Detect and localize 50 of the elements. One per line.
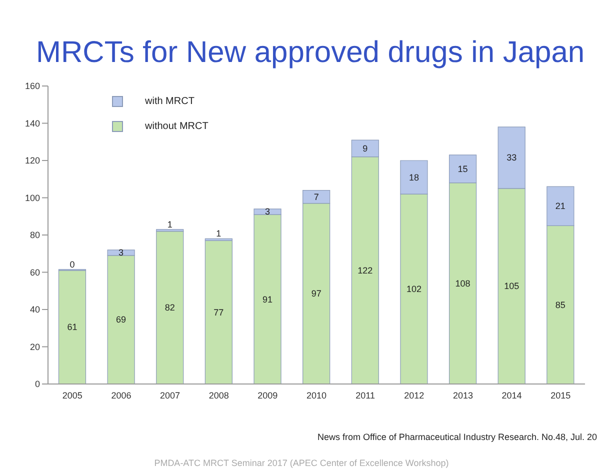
x-tick-label: 2012 bbox=[404, 390, 424, 400]
data-label: 102 bbox=[406, 284, 422, 294]
x-tick-label: 2007 bbox=[160, 390, 180, 400]
y-tick-label: 120 bbox=[24, 156, 40, 166]
data-label: 1 bbox=[167, 219, 172, 230]
legend-label: without MRCT bbox=[144, 121, 208, 132]
y-tick-label: 100 bbox=[24, 192, 40, 203]
bar bbox=[156, 230, 184, 384]
data-label: 122 bbox=[358, 265, 373, 276]
data-label: 85 bbox=[555, 300, 566, 310]
x-tick-label: 2011 bbox=[356, 390, 375, 400]
data-label: 15 bbox=[458, 164, 468, 174]
data-label: 108 bbox=[455, 278, 470, 288]
x-tick-label: 2013 bbox=[452, 390, 473, 400]
data-label: 69 bbox=[116, 314, 126, 325]
y-tick-label: 140 bbox=[24, 118, 40, 128]
y-tick-label: 40 bbox=[30, 304, 40, 315]
bar bbox=[58, 270, 86, 384]
x-tick-label: 2015 bbox=[550, 390, 571, 400]
data-label: 18 bbox=[408, 172, 419, 182]
data-label: 33 bbox=[506, 152, 517, 163]
data-label: 77 bbox=[214, 307, 224, 318]
legend-label: with MRCT bbox=[144, 96, 196, 107]
data-label: 82 bbox=[164, 302, 175, 313]
text: News from Office of Pharmaceutical Industry Research. No.48, Jul. 20 bbox=[318, 432, 597, 442]
x-tick-label: 2010 bbox=[306, 390, 327, 400]
data-label: 3 bbox=[265, 206, 270, 217]
data-label: 105 bbox=[504, 281, 520, 292]
x-tick-label: 2014 bbox=[502, 390, 522, 400]
data-label: 1 bbox=[216, 228, 222, 239]
x-tick-label: 2009 bbox=[258, 390, 278, 400]
data-label: 21 bbox=[555, 201, 566, 212]
y-tick-label: 20 bbox=[30, 342, 40, 352]
data-label: 9 bbox=[362, 143, 368, 154]
data-label: 91 bbox=[262, 294, 273, 304]
bar bbox=[204, 240, 232, 384]
data-label: 61 bbox=[67, 322, 78, 332]
data-label: 3 bbox=[118, 248, 124, 258]
x-tick-label: 2006 bbox=[111, 390, 132, 400]
y-tick-label: 0 bbox=[34, 379, 40, 390]
data-label: 7 bbox=[314, 192, 319, 202]
x-tick-label: 2008 bbox=[208, 390, 229, 400]
chart-title: MRCTs for New approved drugs in Japan bbox=[36, 36, 585, 70]
y-tick-label: 80 bbox=[30, 230, 40, 240]
y-tick-label: 160 bbox=[24, 81, 40, 92]
y-tick-label: 60 bbox=[30, 267, 40, 278]
text: PMDA-ATC MRCT Seminar 2017 (APEC Center of Excellence Workshop) bbox=[153, 458, 450, 468]
data-label: 0 bbox=[70, 259, 75, 270]
data-label: 97 bbox=[311, 288, 322, 299]
x-tick-label: 2005 bbox=[62, 390, 82, 400]
